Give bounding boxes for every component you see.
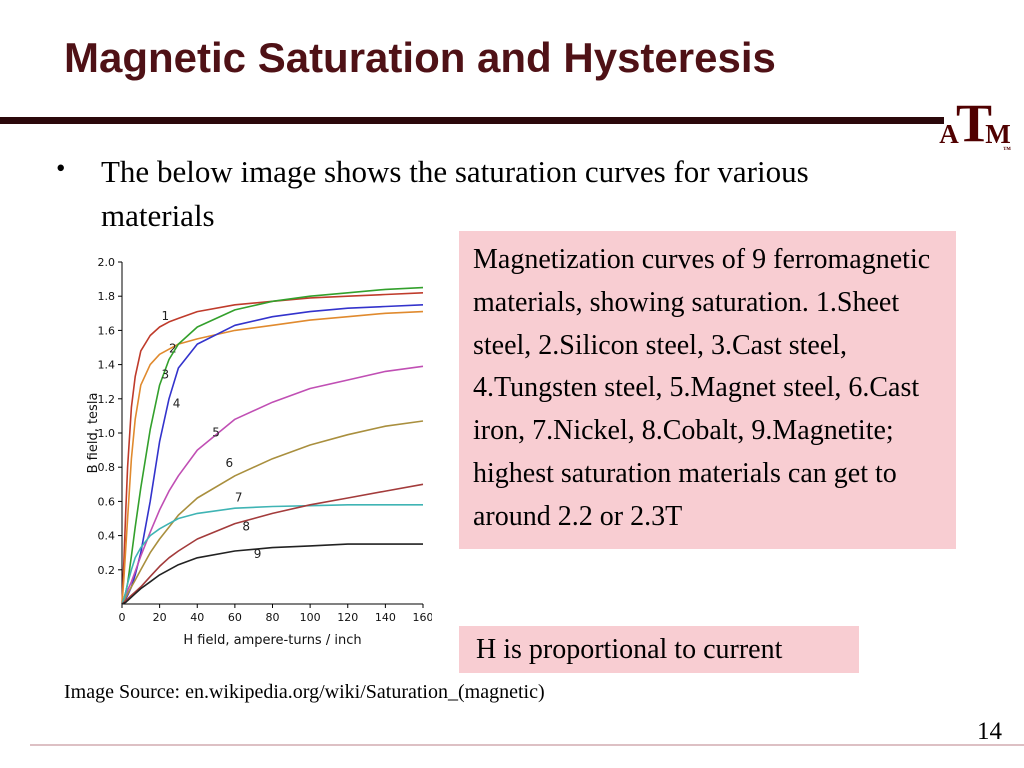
x-tick-label: 120	[337, 611, 358, 624]
curve-3-cast-steel	[121, 286, 424, 605]
y-tick-label: 0.4	[98, 530, 116, 543]
page-number: 14	[977, 718, 1002, 745]
title-divider-rule	[0, 117, 944, 124]
logo-trademark: ™	[1003, 145, 1011, 154]
image-source-text: Image Source: en.wikipedia.org/wiki/Satu…	[64, 681, 545, 703]
curve-number-label-5: 5	[212, 425, 220, 439]
curve-9-magnetite	[121, 543, 423, 605]
x-tick-label: 140	[375, 611, 396, 624]
curve-number-label-1: 1	[162, 309, 170, 323]
curve-5-magnet-steel	[121, 365, 424, 605]
logo-letter-a: A	[939, 119, 959, 149]
x-tick-label: 20	[153, 611, 167, 624]
chart-caption-box: Magnetization curves of 9 ferromagnetic …	[459, 231, 956, 549]
curve-1-sheet-steel	[121, 292, 424, 605]
x-tick-label: 40	[190, 611, 204, 624]
y-axis-label: B field, tesla	[86, 393, 101, 474]
x-tick-label: 160	[413, 611, 433, 624]
y-tick-label: 1.6	[98, 324, 116, 337]
logo-letter-m: M	[985, 119, 1010, 149]
curve-7-nickel	[121, 503, 423, 605]
y-tick-label: 1.4	[98, 359, 116, 372]
curve-number-label-4: 4	[173, 396, 181, 410]
y-tick-label: 1.2	[98, 393, 116, 406]
curve-number-label-3: 3	[162, 367, 170, 381]
curve-number-label-8: 8	[242, 519, 250, 533]
h-proportional-note-box: H is proportional to current	[459, 626, 859, 673]
y-tick-label: 0.6	[98, 495, 116, 508]
bullet-text: The below image shows the saturation cur…	[101, 154, 809, 234]
x-tick-label: 80	[266, 611, 280, 624]
y-tick-label: 0.8	[98, 461, 116, 474]
bullet-item: • The below image shows the saturation c…	[56, 150, 906, 238]
curve-number-label-9: 9	[254, 547, 262, 561]
curve-2-silicon-steel	[121, 310, 424, 605]
curve-number-label-7: 7	[235, 490, 243, 504]
curve-number-label-6: 6	[225, 456, 233, 470]
curve-6-cast-iron	[121, 420, 424, 605]
x-tick-label: 100	[300, 611, 321, 624]
y-tick-label: 2.0	[98, 256, 116, 269]
slide-title: Magnetic Saturation and Hysteresis	[64, 34, 776, 81]
y-tick-label: 1.8	[98, 290, 116, 303]
logo-letter-t: T	[956, 93, 992, 153]
bottom-rule	[30, 744, 1024, 746]
curve-8-cobalt	[121, 483, 424, 605]
y-tick-label: 0.2	[98, 564, 116, 577]
tamu-logo: T A M ™	[936, 92, 1012, 156]
bullet-marker: •	[56, 153, 66, 183]
x-tick-label: 0	[119, 611, 126, 624]
curve-number-label-2: 2	[169, 342, 177, 356]
x-tick-label: 60	[228, 611, 242, 624]
x-axis-label: H field, ampere-turns / inch	[183, 633, 361, 648]
saturation-curves-chart: 0 20 40 60 80 100 120 140 160 0.2 0.4 0.6 0.8 1.0 1.2 1…	[84, 248, 432, 656]
tamu-logo-graphic: T A M ™	[939, 93, 1011, 154]
chart-svg: 0 20 40 60 80 100 120 140 160 0.2 0.4 0.6 0.8 1.0 1.2 1…	[86, 256, 433, 648]
y-tick-label: 1.0	[98, 427, 116, 440]
